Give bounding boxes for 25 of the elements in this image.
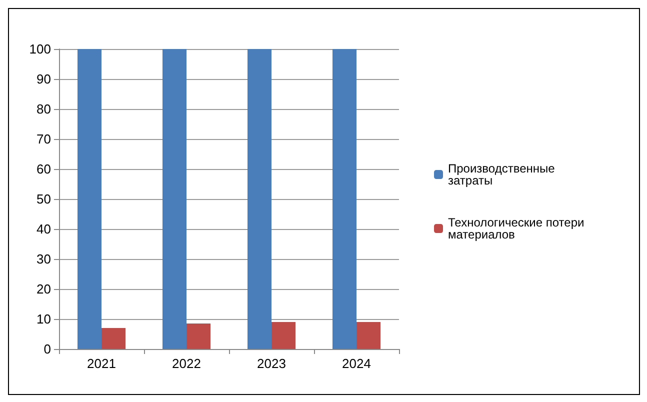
y-tick-label: 80 xyxy=(36,102,51,116)
y-tick-label: 0 xyxy=(44,342,51,356)
bar xyxy=(162,49,186,349)
x-tick-label: 2023 xyxy=(257,356,286,371)
x-tick-label: 2024 xyxy=(342,356,371,371)
legend-label: Технологические потери материалов xyxy=(448,216,588,242)
x-tick-label: 2022 xyxy=(172,356,201,371)
bar xyxy=(102,328,126,349)
bar xyxy=(248,49,272,349)
x-tick-label: 2021 xyxy=(87,356,116,371)
y-tick-label: 10 xyxy=(36,312,51,326)
y-tick-label: 100 xyxy=(29,42,51,56)
y-tick-label: 40 xyxy=(36,222,51,236)
y-tick-label: 50 xyxy=(36,192,51,206)
bar xyxy=(332,49,356,349)
bar xyxy=(272,322,296,349)
bar xyxy=(186,324,210,349)
y-tick-label: 90 xyxy=(36,72,51,86)
y-tick-label: 70 xyxy=(36,132,51,146)
y-tick-label: 20 xyxy=(36,282,51,296)
y-tick-label: 60 xyxy=(36,162,51,176)
y-tick-label: 30 xyxy=(36,252,51,266)
bar xyxy=(78,49,102,349)
legend-label: Производственные затраты xyxy=(448,162,558,188)
bar xyxy=(356,322,380,349)
